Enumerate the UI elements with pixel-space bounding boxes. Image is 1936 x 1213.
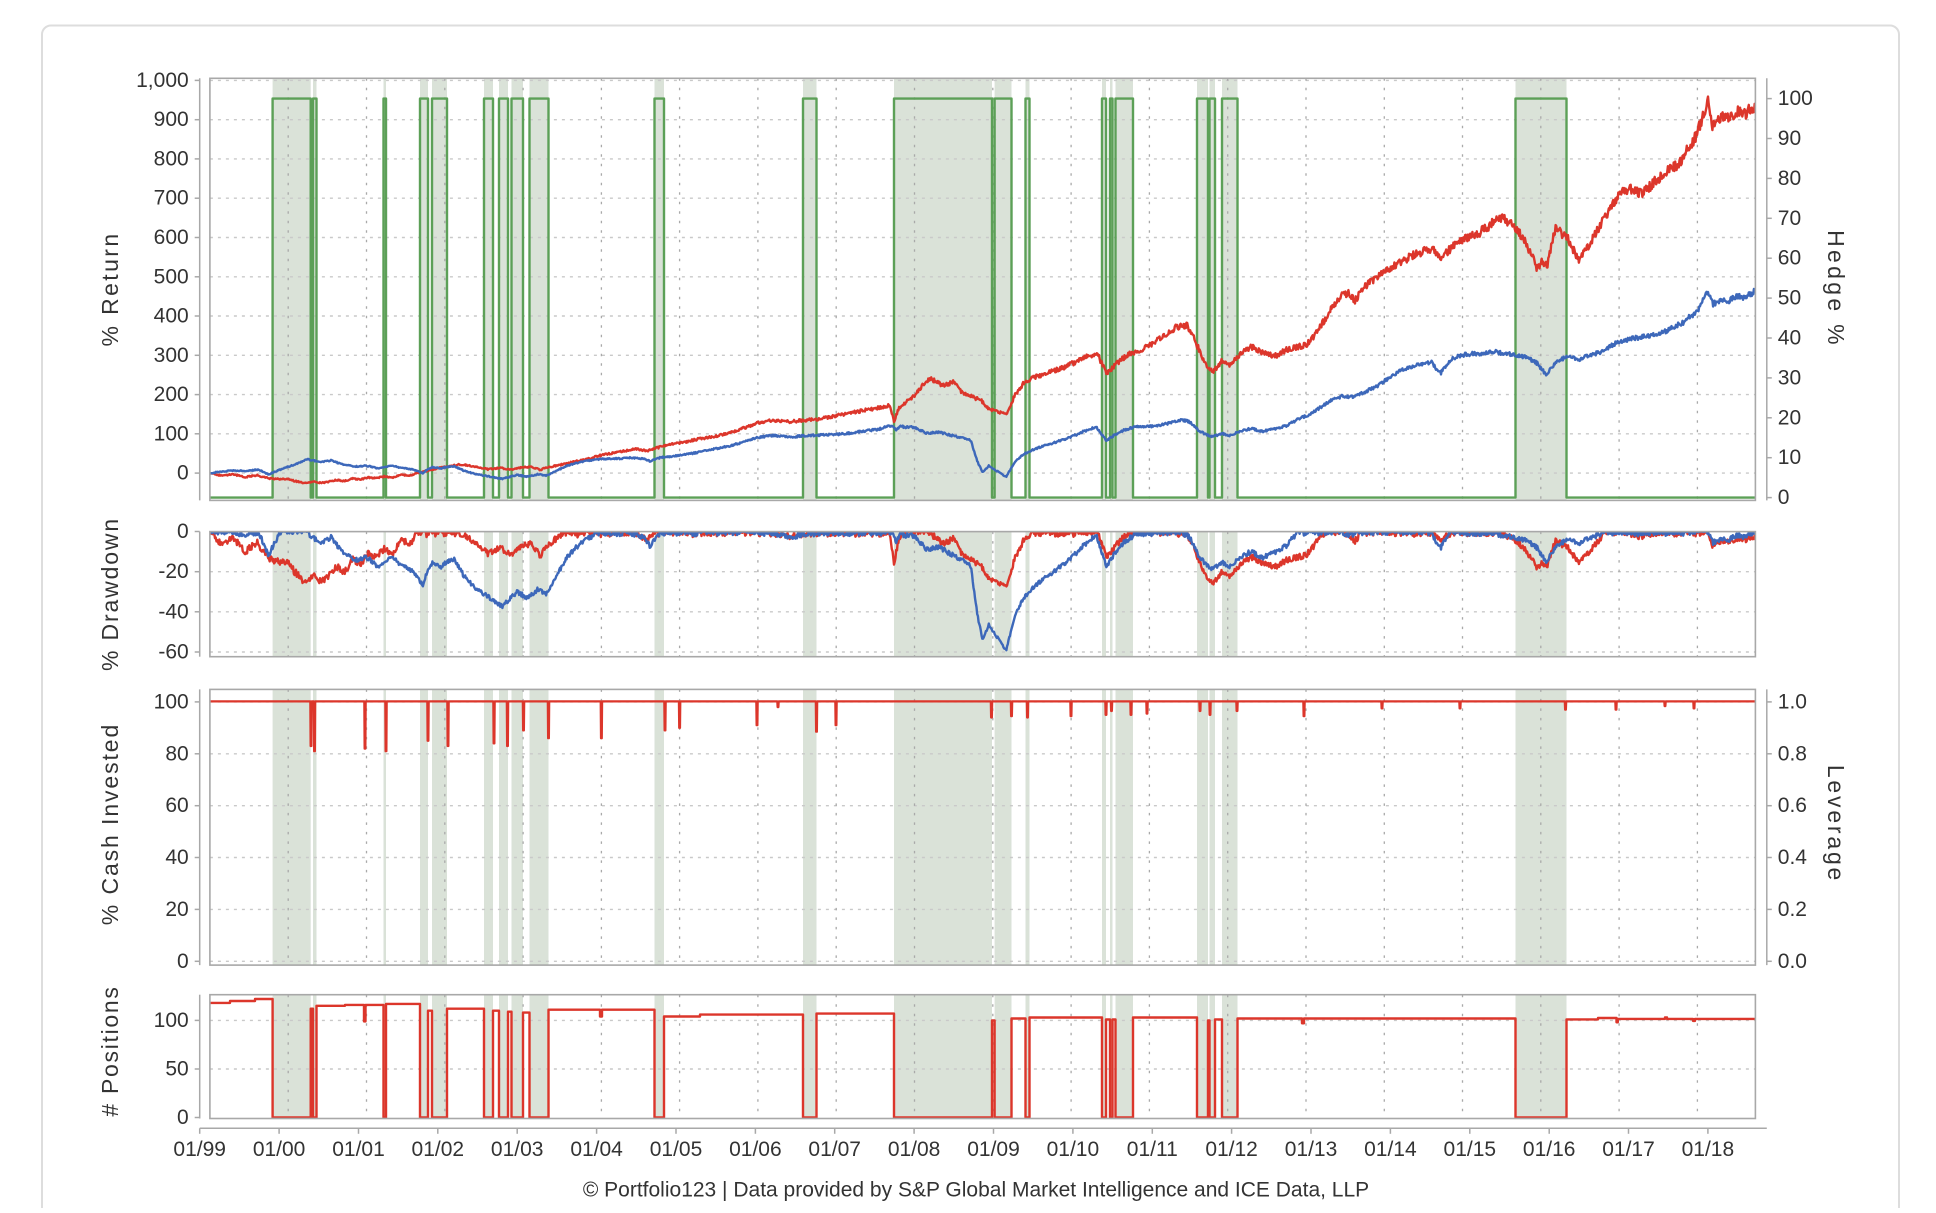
svg-text:-20: -20 [158, 560, 188, 583]
svg-text:0.2: 0.2 [1778, 898, 1807, 921]
svg-text:01/10: 01/10 [1047, 1138, 1100, 1161]
svg-text:700: 700 [154, 187, 189, 210]
svg-text:100: 100 [154, 422, 189, 445]
svg-text:01/01: 01/01 [332, 1138, 385, 1161]
svg-text:-40: -40 [158, 600, 188, 623]
svg-text:% Cash Invested: % Cash Invested [97, 723, 123, 925]
svg-text:01/08: 01/08 [888, 1138, 941, 1161]
svg-text:0.6: 0.6 [1778, 794, 1807, 817]
svg-text:20: 20 [1778, 406, 1801, 429]
svg-text:01/00: 01/00 [253, 1138, 306, 1161]
svg-text:400: 400 [154, 305, 189, 328]
svg-text:50: 50 [165, 1058, 188, 1081]
svg-text:% Return: % Return [97, 231, 123, 346]
svg-text:10: 10 [1778, 446, 1801, 469]
svg-text:01/13: 01/13 [1285, 1138, 1338, 1161]
svg-text:01/17: 01/17 [1602, 1138, 1655, 1161]
svg-text:0.4: 0.4 [1778, 846, 1808, 869]
svg-text:60: 60 [165, 794, 188, 817]
svg-text:20: 20 [165, 898, 188, 921]
svg-text:1.0: 1.0 [1778, 690, 1807, 713]
svg-text:0: 0 [177, 462, 189, 485]
svg-text:1,000: 1,000 [136, 69, 189, 92]
svg-text:% Drawdown: % Drawdown [97, 517, 123, 671]
svg-text:0: 0 [177, 950, 189, 973]
svg-text:200: 200 [154, 383, 189, 406]
svg-text:30: 30 [1778, 366, 1801, 389]
svg-text:01/07: 01/07 [808, 1138, 861, 1161]
svg-text:Hedge %: Hedge % [1823, 230, 1849, 348]
svg-text:01/06: 01/06 [729, 1138, 782, 1161]
svg-text:900: 900 [154, 108, 189, 131]
svg-text:100: 100 [154, 690, 189, 713]
svg-text:70: 70 [1778, 207, 1801, 230]
svg-text:-60: -60 [158, 641, 188, 664]
svg-text:80: 80 [165, 742, 188, 765]
svg-text:01/99: 01/99 [173, 1138, 226, 1161]
svg-text:01/11: 01/11 [1127, 1138, 1178, 1161]
svg-text:80: 80 [1778, 167, 1801, 190]
svg-text:01/03: 01/03 [491, 1138, 544, 1161]
svg-text:600: 600 [154, 226, 189, 249]
svg-text:01/02: 01/02 [412, 1138, 465, 1161]
svg-text:800: 800 [154, 147, 189, 170]
svg-text:01/04: 01/04 [570, 1138, 623, 1161]
svg-text:01/12: 01/12 [1205, 1138, 1258, 1161]
svg-text:0: 0 [177, 520, 189, 543]
svg-text:0.8: 0.8 [1778, 742, 1807, 765]
svg-text:0: 0 [1778, 486, 1790, 509]
svg-text:01/15: 01/15 [1444, 1138, 1497, 1161]
svg-text:40: 40 [1778, 327, 1801, 350]
svg-text:01/09: 01/09 [967, 1138, 1020, 1161]
svg-text:0: 0 [177, 1106, 189, 1129]
svg-text:# Positions: # Positions [97, 985, 123, 1116]
svg-text:300: 300 [154, 344, 189, 367]
svg-text:Leverage: Leverage [1823, 765, 1849, 883]
svg-text:01/16: 01/16 [1523, 1138, 1576, 1161]
svg-text:01/14: 01/14 [1364, 1138, 1417, 1161]
svg-text:90: 90 [1778, 127, 1801, 150]
svg-text:500: 500 [154, 265, 189, 288]
svg-text:100: 100 [154, 1009, 189, 1032]
svg-text:0.0: 0.0 [1778, 950, 1807, 973]
svg-text:60: 60 [1778, 247, 1801, 270]
svg-text:01/18: 01/18 [1682, 1138, 1735, 1161]
svg-text:50: 50 [1778, 287, 1801, 310]
svg-text:© Portfolio123 | Data provided: © Portfolio123 | Data provided by S&P Gl… [583, 1179, 1369, 1202]
svg-text:100: 100 [1778, 87, 1813, 110]
svg-text:40: 40 [165, 846, 188, 869]
svg-text:01/05: 01/05 [650, 1138, 703, 1161]
